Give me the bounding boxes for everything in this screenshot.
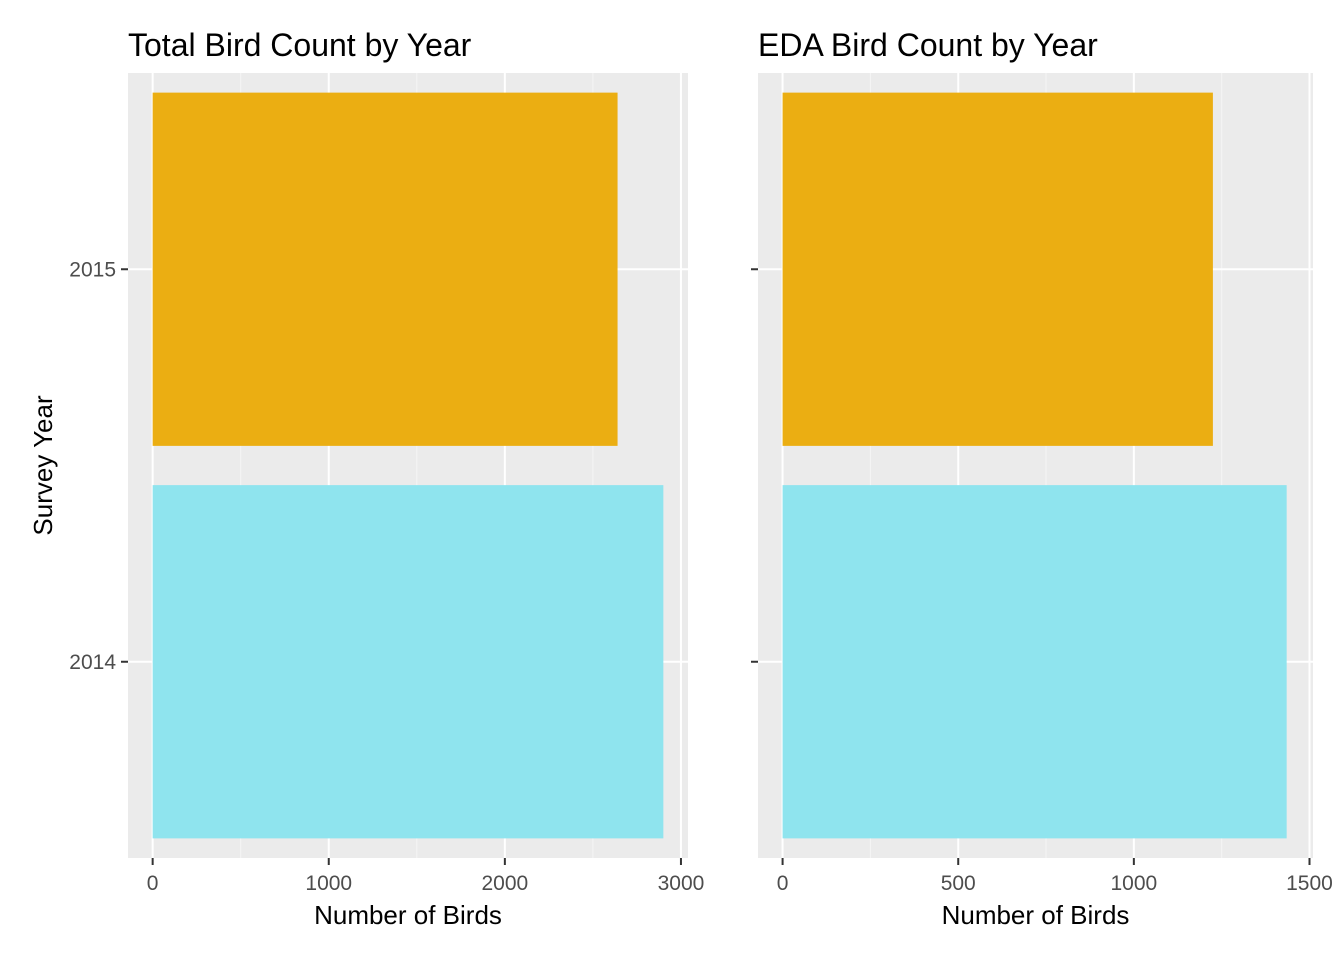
y-tick-label: 2014 xyxy=(69,651,116,674)
x-tick-label: 0 xyxy=(147,872,159,895)
y-axis-title: Survey Year xyxy=(28,395,58,536)
x-tick-label: 2000 xyxy=(481,872,528,895)
x-tick-label: 3000 xyxy=(658,872,705,895)
x-tick-label: 1000 xyxy=(1110,872,1157,895)
bar-2015 xyxy=(782,92,1213,446)
x-tick-label: 1000 xyxy=(305,872,352,895)
x-tick-label: 0 xyxy=(777,872,789,895)
bar-2014 xyxy=(152,485,664,839)
x-tick-label: 1500 xyxy=(1286,872,1333,895)
chart-title: Total Bird Count by Year xyxy=(128,27,472,63)
chart-title: EDA Bird Count by Year xyxy=(758,27,1098,63)
panel-total-bird-count: 2014 2015 0 1000 2000 3000 Total Bird Count by… xyxy=(28,27,704,930)
x-axis-title: Number of Birds xyxy=(314,900,502,930)
bar-2014 xyxy=(782,485,1287,839)
panel-eda-bird-count: 0 500 1000 1500 EDA Bird Count by Year Number… xyxy=(751,27,1333,930)
x-tick-label: 500 xyxy=(941,872,976,895)
y-tick-label: 2015 xyxy=(69,258,116,281)
x-axis-title: Number of Birds xyxy=(942,900,1130,930)
bar-2015 xyxy=(152,92,618,446)
